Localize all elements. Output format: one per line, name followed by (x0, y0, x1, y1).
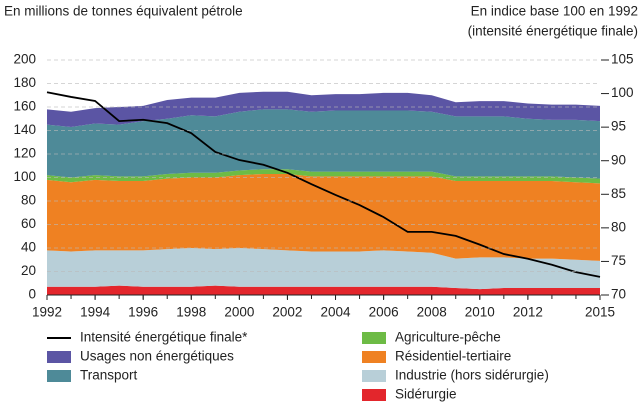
x-tick-label: 2012 (513, 305, 543, 320)
y2-axis-title: En indice base 100 en 1992 (471, 4, 638, 19)
y-tick-label: 80 (21, 193, 36, 208)
x-tick-label: 2002 (272, 305, 302, 320)
legend-label: Agriculture-pêche (395, 330, 501, 345)
x-tick-label: 2008 (417, 305, 447, 320)
x-tick-label: 2006 (369, 305, 399, 320)
legend-swatch (47, 370, 71, 382)
y2-tick-label: 75 (611, 253, 626, 268)
y-tick-label: 200 (13, 52, 36, 67)
y2-tick-label: 70 (611, 287, 626, 302)
y2-tick-label: 95 (611, 119, 626, 134)
y2-tick-label: 80 (611, 219, 626, 234)
legend-swatch (362, 370, 386, 382)
y2-axis-title: (intensité énergétique finale) (468, 24, 638, 39)
area (47, 248, 600, 290)
x-tick-label: 1992 (32, 305, 62, 320)
y-tick-label: 40 (21, 240, 36, 255)
x-tick-label: 1998 (176, 305, 206, 320)
y-tick-label: 100 (13, 169, 36, 184)
legend-swatch (362, 332, 386, 344)
y-tick-label: 0 (28, 287, 36, 302)
legend-label: Usages non énergétiques (80, 349, 234, 364)
y-tick-label: 60 (21, 216, 36, 231)
legend-swatch (362, 351, 386, 363)
area (47, 173, 600, 261)
legend-label: Intensité énergétique finale* (80, 330, 248, 345)
x-tick-label: 2015 (585, 305, 615, 320)
y2-tick-label: 85 (611, 186, 626, 201)
y-tick-label: 20 (21, 263, 36, 278)
y-tick-label: 120 (13, 146, 36, 161)
y-tick-label: 180 (13, 75, 36, 90)
x-tick-label: 2004 (320, 305, 351, 320)
y2-tick-label: 100 (611, 85, 634, 100)
x-tick-label: 2000 (224, 305, 254, 320)
legend-label: Résidentiel-tertiaire (395, 349, 511, 364)
legend-label: Transport (80, 368, 138, 383)
legend-swatch (362, 389, 386, 401)
area (47, 109, 600, 179)
area (47, 91, 600, 127)
y-tick-label: 140 (13, 122, 36, 137)
x-tick-label: 2010 (465, 305, 495, 320)
area (47, 169, 600, 184)
y2-tick-label: 105 (611, 52, 634, 67)
legend-swatch (47, 351, 71, 363)
y2-tick-label: 90 (611, 152, 626, 167)
area (47, 285, 600, 295)
legend-label: Sidérurgie (395, 387, 457, 402)
x-tick-label: 1994 (80, 305, 111, 320)
legend-label: Industrie (hors sidérurgie) (395, 368, 549, 383)
x-tick-label: 1996 (128, 305, 158, 320)
line (46, 91, 601, 278)
y-axis-title: En millions de tonnes équivalent pétrole (4, 4, 243, 19)
y-tick-label: 160 (13, 99, 36, 114)
